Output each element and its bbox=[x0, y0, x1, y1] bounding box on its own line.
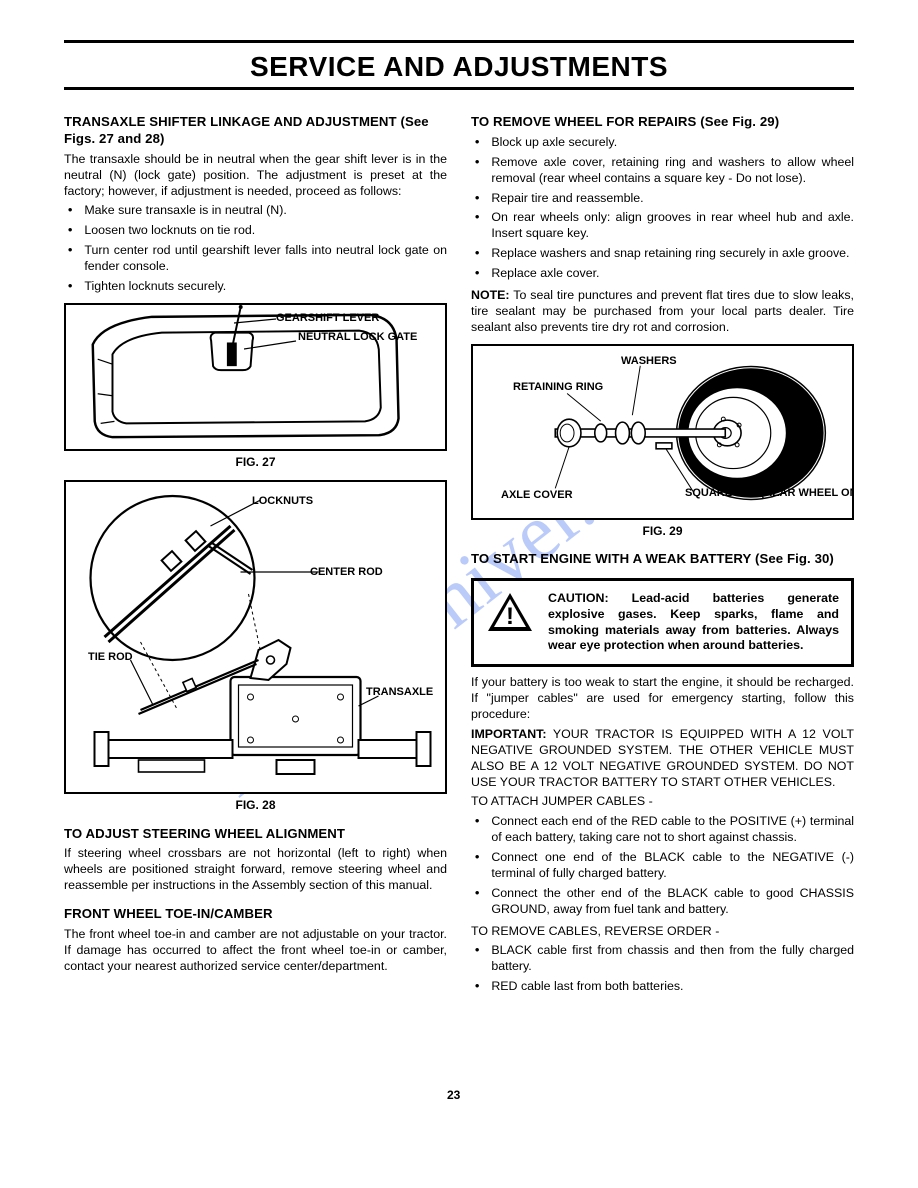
label-centerrod: CENTER ROD bbox=[310, 565, 383, 579]
important-label: IMPORTANT: bbox=[471, 727, 546, 741]
bullet-text: Loosen two locknuts on tie rod. bbox=[84, 223, 447, 239]
note-body: To seal tire punctures and prevent flat … bbox=[471, 288, 854, 334]
bullet-text: Repair tire and reassemble. bbox=[491, 191, 854, 207]
bullet-text: Remove axle cover, retaining ring and wa… bbox=[491, 155, 854, 187]
heading-transaxle: TRANSAXLE SHIFTER LINKAGE AND ADJUSTMENT… bbox=[64, 114, 447, 148]
label-axlecover: AXLE COVER bbox=[501, 488, 573, 502]
note-wheel: NOTE: To seal tire punctures and prevent… bbox=[471, 288, 854, 336]
bullets-remove: BLACK cable first from chassis and then … bbox=[471, 943, 854, 995]
bullet-text: Make sure transaxle is in neutral (N). bbox=[84, 203, 447, 219]
bullet-text: Connect each end of the RED cable to the… bbox=[491, 814, 854, 846]
body-steering: If steering wheel crossbars are not hori… bbox=[64, 846, 447, 894]
bullet-text: Connect one end of the BLACK cable to th… bbox=[491, 850, 854, 882]
bullet-text: RED cable last from both batteries. bbox=[491, 979, 854, 995]
right-column: TO REMOVE WHEEL FOR REPAIRS (See Fig. 29… bbox=[471, 114, 854, 1001]
label-retaining: RETAINING RING bbox=[513, 382, 603, 394]
bullets-attach: Connect each end of the RED cable to the… bbox=[471, 814, 854, 917]
heading-weak-battery: TO START ENGINE WITH A WEAK BATTERY (See… bbox=[471, 551, 854, 568]
left-column: TRANSAXLE SHIFTER LINKAGE AND ADJUSTMENT… bbox=[64, 114, 447, 1001]
bullets-transaxle: Make sure transaxle is in neutral (N). L… bbox=[64, 203, 447, 294]
intro-transaxle: The transaxle should be in neutral when … bbox=[64, 152, 447, 200]
label-transaxle: TRANSAXLE bbox=[366, 685, 433, 699]
caution-text: CAUTION: Lead-acid batteries generate ex… bbox=[548, 591, 839, 655]
page-title: SERVICE AND ADJUSTMENTS bbox=[64, 51, 854, 83]
label-neutral-gate-text: NEUTRAL LOCK GATE bbox=[298, 331, 417, 343]
label-tierod: TIE ROD bbox=[88, 650, 133, 664]
body-weak-battery: If your battery is too weak to start the… bbox=[471, 675, 854, 723]
heading-steering: TO ADJUST STEERING WHEEL ALIGNMENT bbox=[64, 826, 447, 843]
svg-text:!: ! bbox=[506, 603, 514, 630]
figure-29: WASHERS RETAINING RING AXLE COVER SQUARE… bbox=[471, 344, 854, 520]
bullet-text: Tighten locknuts securely. bbox=[84, 279, 447, 295]
label-neutral-gate: NEUTRAL LOCK GATE bbox=[298, 331, 417, 343]
heading-remove-wheel: TO REMOVE WHEEL FOR REPAIRS (See Fig. 29… bbox=[471, 114, 854, 131]
label-squarekey: SQUARE KEY (REAR WHEEL ONLY) bbox=[685, 488, 854, 500]
attach-heading: TO ATTACH JUMPER CABLES - bbox=[471, 794, 854, 810]
bullet-text: Turn center rod until gearshift lever fa… bbox=[84, 243, 447, 275]
caution-box: ! CAUTION: Lead-acid batteries generate … bbox=[471, 578, 854, 668]
note-label: NOTE: bbox=[471, 288, 510, 302]
figure-28: LOCKNUTS CENTER ROD TIE ROD TRANSAXLE bbox=[64, 480, 447, 794]
important-note: IMPORTANT: YOUR TRACTOR IS EQUIPPED WITH… bbox=[471, 727, 854, 791]
label-locknuts: LOCKNUTS bbox=[252, 494, 313, 508]
label-washers: WASHERS bbox=[621, 354, 677, 368]
bullets-remove-wheel: Block up axle securely. Remove axle cove… bbox=[471, 135, 854, 282]
fig27-caption: FIG. 27 bbox=[64, 455, 447, 470]
remove-heading: TO REMOVE CABLES, REVERSE ORDER - bbox=[471, 924, 854, 940]
bullet-text: BLACK cable first from chassis and then … bbox=[491, 943, 854, 975]
page-number: 23 bbox=[447, 1088, 460, 1102]
warning-icon: ! bbox=[486, 591, 534, 633]
fig28-caption: FIG. 28 bbox=[64, 798, 447, 813]
bullet-text: On rear wheels only: align grooves in re… bbox=[491, 210, 854, 242]
heading-toein: FRONT WHEEL TOE-IN/CAMBER bbox=[64, 906, 447, 923]
bullet-text: Connect the other end of the BLACK cable… bbox=[491, 886, 854, 918]
fig29-caption: FIG. 29 bbox=[471, 524, 854, 539]
bullet-text: Replace axle cover. bbox=[491, 266, 854, 282]
body-toein: The front wheel toe-in and camber are no… bbox=[64, 927, 447, 975]
figure-27: GEARSHIFT LEVER NEUTRAL LOCK GATE bbox=[64, 303, 447, 451]
label-gearshift: GEARSHIFT LEVER bbox=[276, 311, 379, 325]
rule-top bbox=[64, 40, 854, 43]
bullet-text: Replace washers and snap retaining ring … bbox=[491, 246, 854, 262]
bullet-text: Block up axle securely. bbox=[491, 135, 854, 151]
rule-bottom bbox=[64, 87, 854, 90]
